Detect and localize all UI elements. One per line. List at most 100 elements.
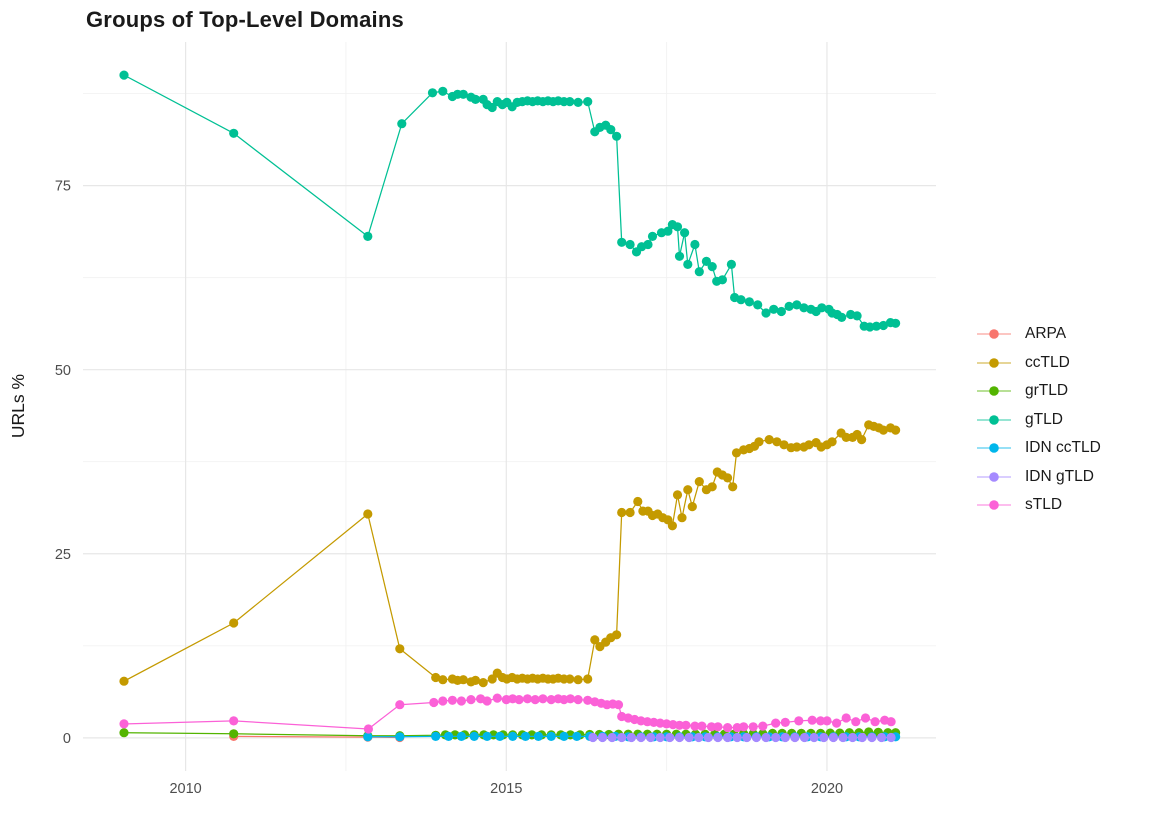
data-point [792, 442, 802, 452]
data-point [736, 295, 746, 305]
data-point [723, 732, 733, 743]
legend-label: ARPA [1025, 325, 1067, 343]
data-point [753, 300, 763, 310]
data-point [771, 732, 781, 743]
data-point [772, 437, 782, 447]
data-point [837, 312, 847, 322]
data-point [878, 425, 889, 435]
legend-key-icon [977, 414, 1011, 425]
data-point [617, 237, 627, 247]
data-point [530, 695, 540, 705]
data-point [229, 128, 239, 138]
data-point [447, 695, 457, 705]
y-tick-label: 50 [55, 363, 71, 379]
series-layer [119, 70, 901, 743]
data-point [667, 521, 678, 531]
legend-entry: gTLD [975, 406, 1101, 435]
data-point [690, 721, 700, 731]
data-point [799, 732, 810, 743]
data-point [707, 262, 717, 272]
data-point [779, 440, 789, 450]
series-cctld [119, 420, 901, 688]
data-point [559, 731, 569, 742]
data-point [363, 724, 373, 734]
data-point [119, 70, 129, 80]
data-point [538, 694, 548, 704]
data-point [625, 239, 635, 250]
data-point [744, 297, 755, 307]
data-point [713, 722, 723, 732]
legend-label: sTLD [1025, 496, 1063, 514]
series-stld [119, 693, 896, 734]
data-point [363, 231, 373, 241]
data-point [456, 696, 466, 706]
data-point [690, 239, 700, 250]
x-tick-label: 2010 [169, 781, 201, 797]
data-point [588, 732, 598, 743]
data-point [758, 721, 768, 731]
data-point [470, 675, 481, 686]
legend-label: grTLD [1025, 382, 1069, 400]
data-point [870, 717, 880, 727]
data-point [761, 308, 771, 318]
data-point [703, 732, 713, 743]
data-point [819, 732, 829, 743]
data-point [694, 477, 704, 487]
data-point [776, 306, 787, 317]
data-point [857, 435, 867, 445]
data-point [677, 513, 687, 523]
data-point [674, 720, 685, 730]
data-point [119, 719, 129, 729]
legend-key-dot [989, 443, 999, 454]
legend-key-dot [989, 386, 999, 397]
data-point [229, 618, 239, 628]
data-point [607, 732, 617, 743]
legend-key-icon [977, 443, 1011, 454]
data-point [728, 482, 738, 492]
data-point [606, 125, 616, 135]
data-point [780, 717, 790, 728]
data-point [784, 301, 794, 311]
data-point [458, 675, 468, 685]
axis-tick-labels: 0 25 50 75 2010 2015 2020 [55, 179, 843, 797]
data-point [769, 304, 779, 314]
data-point [583, 674, 593, 684]
data-point [655, 732, 665, 743]
data-point [828, 732, 839, 743]
minor-gridlines [83, 42, 936, 771]
data-point [742, 732, 752, 743]
data-point [680, 228, 690, 238]
data-point [617, 507, 627, 518]
data-point [804, 440, 814, 450]
legend-label: gTLD [1025, 410, 1063, 428]
data-point [809, 732, 819, 743]
data-point [852, 311, 862, 321]
data-point [546, 695, 556, 705]
data-point [495, 731, 505, 742]
data-point [482, 696, 492, 706]
data-point [841, 713, 851, 723]
legend-entry: grTLD [975, 377, 1101, 406]
legend-entry: ARPA [975, 320, 1101, 349]
data-point [533, 731, 544, 742]
data-point [431, 731, 441, 742]
data-point [739, 722, 749, 732]
data-point [643, 239, 653, 250]
legend-key-icon [977, 386, 1011, 397]
data-point [444, 731, 454, 742]
data-point [636, 732, 646, 743]
data-point [625, 507, 635, 518]
data-point [395, 700, 405, 710]
data-point [790, 732, 800, 743]
data-point [565, 694, 576, 704]
data-point [647, 231, 658, 241]
data-point [717, 275, 728, 285]
legend: ARPA ccTLD grTLD gTLD IDN ccTLD IDN gTLD sTLD [975, 320, 1101, 520]
data-point [508, 731, 518, 742]
data-point [780, 732, 790, 743]
y-tick-label: 0 [63, 731, 71, 747]
data-point [683, 259, 693, 269]
data-point [674, 251, 685, 261]
legend-entry: sTLD [975, 491, 1101, 520]
